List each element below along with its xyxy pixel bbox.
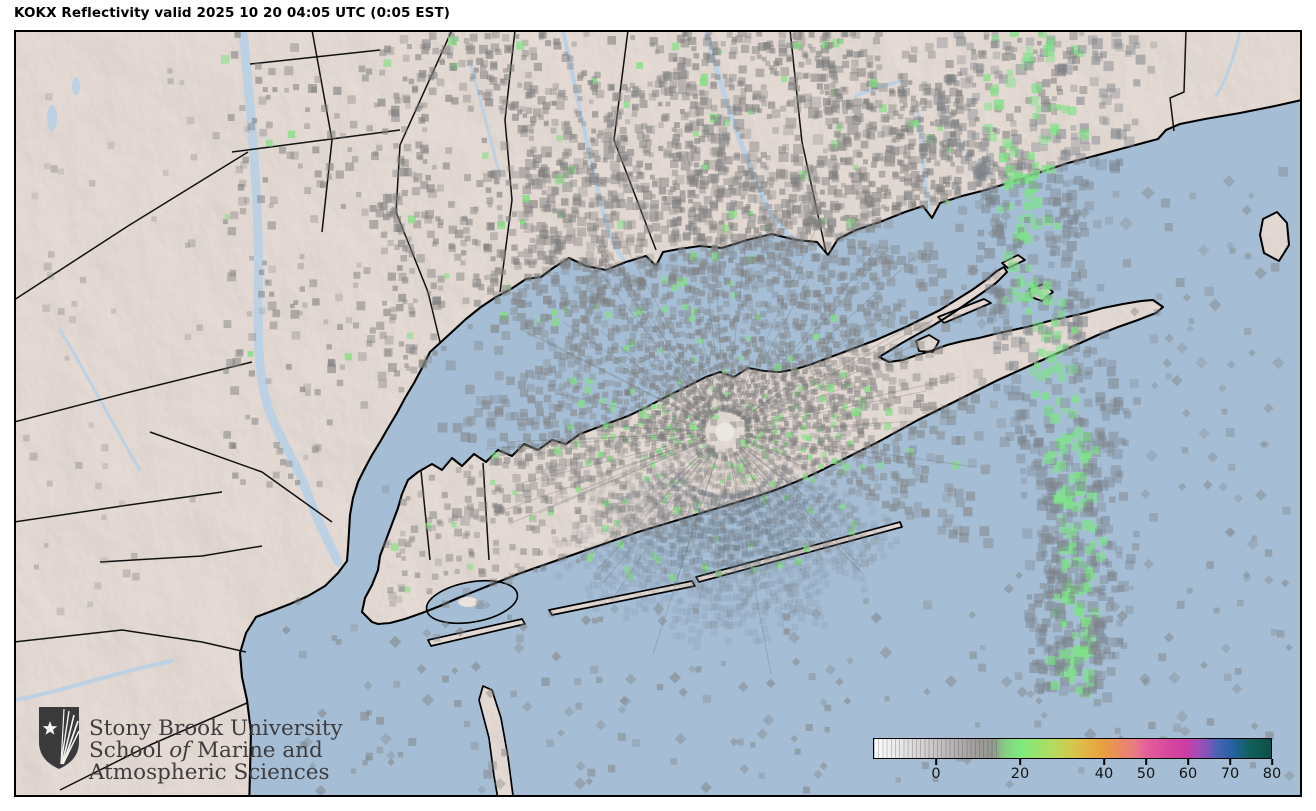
colorbar-gradient [873,738,1272,759]
reflectivity-colorbar: 0 20 40 50 60 70 80 [873,738,1281,786]
sbu-logo-text: Stony Brook University School of Marine … [89,718,343,784]
colorbar-tick-label: 0 [931,766,941,782]
colorbar-tick-mark [1229,759,1231,765]
radar-echoes [23,31,1295,796]
sbu-logo-line3: Atmospheric Sciences [89,760,330,785]
coastlines [238,99,1301,796]
political-boundaries [15,31,1187,791]
sbu-logo: Stony Brook University School of Marine … [37,706,343,784]
sbu-shield-icon [39,707,80,769]
colorbar-tick-mark [1271,759,1273,765]
colorbar-discrete-stripes [874,739,1000,758]
colorbar-tick-label: 40 [1094,766,1114,782]
sbu-logo-line1: Stony Brook University [89,716,343,741]
colorbar-tick-mark [935,759,937,765]
colorbar-tick-label: 50 [1136,766,1156,782]
colorbar-tick-mark [1187,759,1189,765]
colorbar-tick-label: 20 [1010,766,1030,782]
radar-site-marker [715,422,735,442]
colorbar-tick-label: 80 [1262,766,1282,782]
colorbar-tick-label: 70 [1220,766,1240,782]
jamaica-bay [425,579,519,625]
colorbar-tick-mark [1103,759,1105,765]
colorbar-tick-mark [1019,759,1021,765]
sbu-logo-line2: School of Marine and [89,738,323,763]
colorbar-tick-label: 60 [1178,766,1198,782]
colorbar-tick-mark [1145,759,1147,765]
page-title: KOKX Reflectivity valid 2025 10 20 04:05… [14,5,451,21]
map-frame [14,30,1302,797]
